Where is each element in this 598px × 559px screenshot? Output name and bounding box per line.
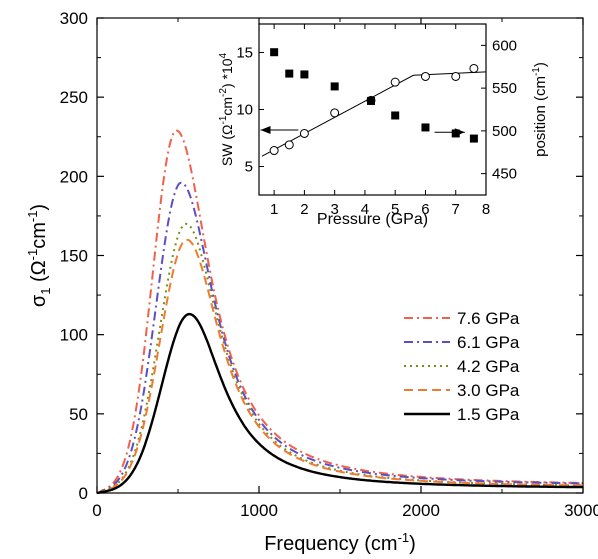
x-tick-label-3: 3000 xyxy=(564,501,598,520)
inset-point-position-6 xyxy=(421,123,430,132)
inset-yleft-tick-label-0: 5 xyxy=(245,159,253,176)
inset-point-position-3 xyxy=(330,82,339,91)
inset-point-sw-6 xyxy=(420,71,430,81)
inset-x-tick-label-6: 7 xyxy=(452,201,460,218)
inset-yright-tick-label-1: 500 xyxy=(492,123,517,140)
inset-point-position-5 xyxy=(391,111,400,120)
series-line-0 xyxy=(96,129,583,494)
inset-x-tick-label-1: 2 xyxy=(300,201,308,218)
inset-y-right-label: position (cm-1) xyxy=(531,62,549,157)
inset-plot: 1 2 3 4 5 6 7 8 5 10 15 450 500 550 600 Pressure (GPa) S… xyxy=(218,23,549,228)
inset-point-sw-8 xyxy=(469,63,479,73)
legend: 7.6 GPa 6.1 GPa 4.2 GPa 3.0 GPa 1.5 GPa xyxy=(404,309,520,424)
y-tick-label-2: 100 xyxy=(60,326,88,345)
inset-yright-tick-label-2: 550 xyxy=(492,80,517,97)
inset-point-sw-3 xyxy=(330,108,340,118)
inset-yright-tick-label-0: 450 xyxy=(492,166,517,183)
y-tick-label-4: 200 xyxy=(60,167,88,186)
y-tick-label-5: 250 xyxy=(60,88,88,107)
inset-x-tick-label-5: 6 xyxy=(421,201,429,218)
x-tick-label-2: 2000 xyxy=(402,501,440,520)
inset-x-tick-label-4: 5 xyxy=(391,201,399,218)
inset-yright-tick-label-3: 600 xyxy=(492,37,517,54)
x-tick-label-0: 0 xyxy=(92,501,101,520)
inset-y-left-label: SW (Ω-1cm-2) *104 xyxy=(218,52,235,166)
inset-point-sw-0 xyxy=(269,146,279,156)
legend-label-2: 4.2 GPa xyxy=(457,357,520,376)
y-tick-label-6: 300 xyxy=(60,9,88,28)
inset-point-position-4 xyxy=(366,96,375,105)
inset-arrow-head-0 xyxy=(260,126,271,135)
inset-frame xyxy=(258,23,487,196)
series-line-3 xyxy=(96,238,584,494)
legend-label-1: 6.1 GPa xyxy=(457,333,520,352)
inset-arrow-head-1 xyxy=(454,128,465,137)
inset-x-tick-label-3: 4 xyxy=(361,201,369,218)
x-tick-label-1: 1000 xyxy=(240,501,278,520)
y-tick-label-1: 50 xyxy=(69,405,88,424)
inset-point-sw-1 xyxy=(284,140,294,150)
inset-point-position-0 xyxy=(270,48,279,57)
inset-x-tick-label-0: 1 xyxy=(270,201,278,218)
inset-point-sw-5 xyxy=(390,77,400,87)
legend-label-4: 1.5 GPa xyxy=(457,405,520,424)
inset-yleft-tick-label-1: 10 xyxy=(236,102,253,119)
inset-x-axis-label: Pressure (GPa) xyxy=(317,211,428,228)
inset-point-position-2 xyxy=(300,70,309,79)
inset-fit-line xyxy=(261,71,487,157)
x-axis-label: Frequency (cm-1) xyxy=(264,530,416,555)
inset-point-sw-7 xyxy=(451,71,461,81)
inset-point-position-8 xyxy=(469,134,478,143)
inset-point-position-1 xyxy=(285,69,294,78)
inset-yleft-tick-label-2: 15 xyxy=(236,45,253,62)
series-line-1 xyxy=(96,181,584,494)
y-tick-label-3: 150 xyxy=(60,247,88,266)
main-plot: 0 1000 2000 3000 0 50 100 150 200 250 300 Frequency… xyxy=(25,9,598,555)
y-axis-label: σ1 (Ω-1cm-1) xyxy=(25,204,53,307)
inset-x-tick-label-2: 3 xyxy=(330,201,338,218)
series-line-4 xyxy=(96,312,583,495)
inset-point-sw-2 xyxy=(299,128,309,138)
legend-label-3: 3.0 GPa xyxy=(457,381,520,400)
y-tick-label-0: 0 xyxy=(79,484,88,503)
legend-label-0: 7.6 GPa xyxy=(457,309,520,328)
inset-x-tick-label-7: 8 xyxy=(482,201,490,218)
